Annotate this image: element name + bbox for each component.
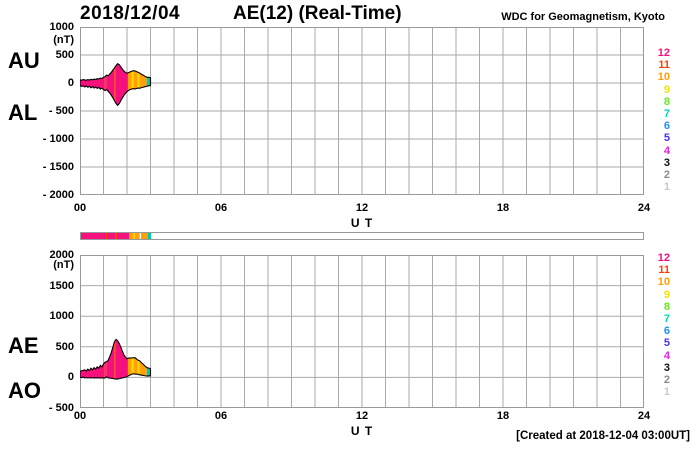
colorbar-segment xyxy=(140,233,148,239)
legend-item: 8 xyxy=(663,300,670,313)
au-series-label: AU xyxy=(8,48,40,73)
colorbar-segment xyxy=(117,233,129,239)
legend-item: 5 xyxy=(663,132,670,145)
y-tick-label: - 500 xyxy=(48,105,74,117)
legend-item: 11 xyxy=(658,264,670,277)
station-count-legend: 12 11 10 9 8 7 6 5 4 3 2 1 xyxy=(650,47,670,193)
x-axis-label: U T xyxy=(350,424,374,438)
al-series-label: AL xyxy=(8,100,38,125)
station-count-legend: 12 11 10 9 8 7 6 5 4 3 2 1 xyxy=(650,252,670,398)
ae-series-label: AE xyxy=(8,333,39,358)
legend-item: 7 xyxy=(663,107,670,120)
y-tick-label: 0 xyxy=(67,371,74,384)
y-tick-label: 1000 xyxy=(49,310,74,323)
y-tick-label: 1000 xyxy=(49,21,74,33)
x-tick-label: 18 xyxy=(496,410,510,422)
x-tick-label: 00 xyxy=(73,410,87,422)
y-tick-label: - 2000 xyxy=(42,189,74,201)
y-tick-label: 2000 xyxy=(49,249,74,261)
legend-item: 2 xyxy=(663,168,670,181)
plot-date: 2018/12/04 xyxy=(80,3,181,24)
x-tick-label: 12 xyxy=(355,202,369,214)
x-tick-label: 24 xyxy=(637,410,651,422)
y-tick-label: - 1000 xyxy=(42,133,74,145)
colorbar-segment xyxy=(147,233,152,239)
colorbar-segment xyxy=(81,233,106,239)
legend-item: 5 xyxy=(663,337,670,350)
x-tick-label: 00 xyxy=(73,202,87,214)
x-axis-label: U T xyxy=(350,216,374,230)
legend-item: 10 xyxy=(657,276,670,289)
x-tick-label: 06 xyxy=(214,410,228,422)
legend-item: 10 xyxy=(657,71,670,84)
legend-item: 3 xyxy=(663,156,670,169)
x-tick-label: 12 xyxy=(355,410,369,422)
colorbar-segment xyxy=(134,233,139,239)
legend-item: 9 xyxy=(663,288,670,301)
y-tick-label: 1500 xyxy=(49,279,74,292)
colorbar-segment xyxy=(128,233,133,239)
legend-item: 8 xyxy=(663,95,670,108)
legend-item: 6 xyxy=(663,325,670,338)
legend-item: 2 xyxy=(663,373,670,386)
station-availability-bar xyxy=(80,232,644,240)
legend-item: 6 xyxy=(663,120,670,133)
y-axis-unit: (nT) xyxy=(53,259,74,271)
legend-item: 12 xyxy=(657,47,670,59)
x-tick-label: 24 xyxy=(637,202,651,214)
x-tick-label: 06 xyxy=(214,202,228,214)
colorbar-segment xyxy=(138,233,141,239)
colorbar-segment xyxy=(105,233,108,239)
colorbar-segment xyxy=(115,233,117,239)
organization-label: WDC for Geomagnetism, Kyoto xyxy=(501,11,665,23)
legend-item: 11 xyxy=(658,59,670,72)
colorbar-segment xyxy=(107,233,116,239)
legend-item: 12 xyxy=(657,252,670,264)
created-at-label: [Created at 2018-12-04 03:00UT] xyxy=(516,430,690,442)
ae-ao-chart xyxy=(80,255,644,408)
legend-item: 3 xyxy=(663,361,670,374)
legend-item: 7 xyxy=(663,312,670,325)
legend-item: 4 xyxy=(663,349,670,362)
y-tick-label: 500 xyxy=(55,49,74,61)
y-tick-label: 0 xyxy=(67,77,74,89)
y-tick-label: - 1500 xyxy=(42,161,74,173)
ao-series-label: AO xyxy=(8,378,41,403)
legend-item: 1 xyxy=(663,181,670,194)
y-axis-unit: (nT) xyxy=(53,34,74,46)
plot-title: AE(12) (Real-Time) xyxy=(233,3,402,24)
y-tick-label: - 500 xyxy=(48,402,74,414)
colorbar-segment xyxy=(132,233,135,239)
y-tick-label: 500 xyxy=(55,340,74,353)
au-al-chart xyxy=(80,27,644,195)
legend-item: 4 xyxy=(663,144,670,157)
x-tick-label: 18 xyxy=(496,202,510,214)
legend-item: 1 xyxy=(663,386,670,399)
legend-item: 9 xyxy=(663,83,670,96)
